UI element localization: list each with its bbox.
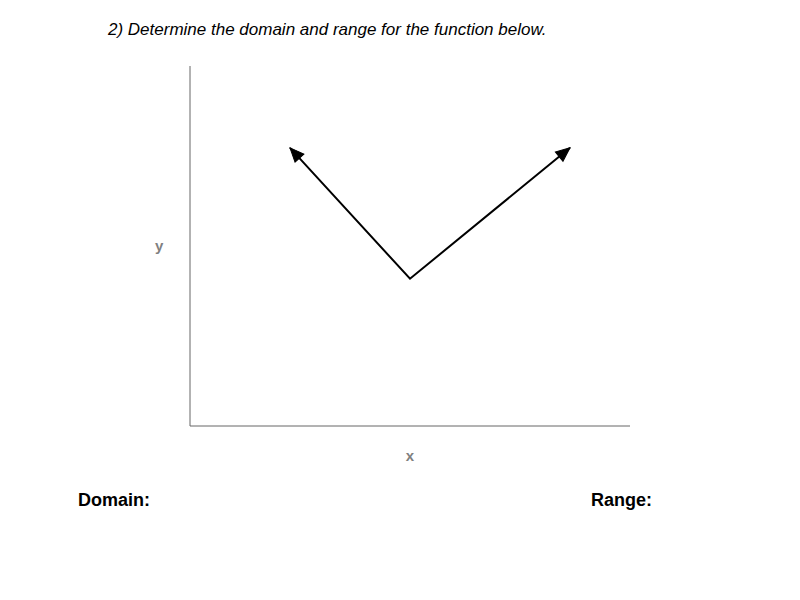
html-text:Domain:: Domain: bbox=[78, 490, 150, 510]
svg-text:x: x bbox=[406, 447, 415, 464]
html-text:Range:: Range: bbox=[591, 490, 652, 510]
svg-text:y: y bbox=[155, 237, 164, 254]
html-text:2) Determine the domain and ra: 2) Determine the domain and range for th… bbox=[108, 20, 547, 39]
